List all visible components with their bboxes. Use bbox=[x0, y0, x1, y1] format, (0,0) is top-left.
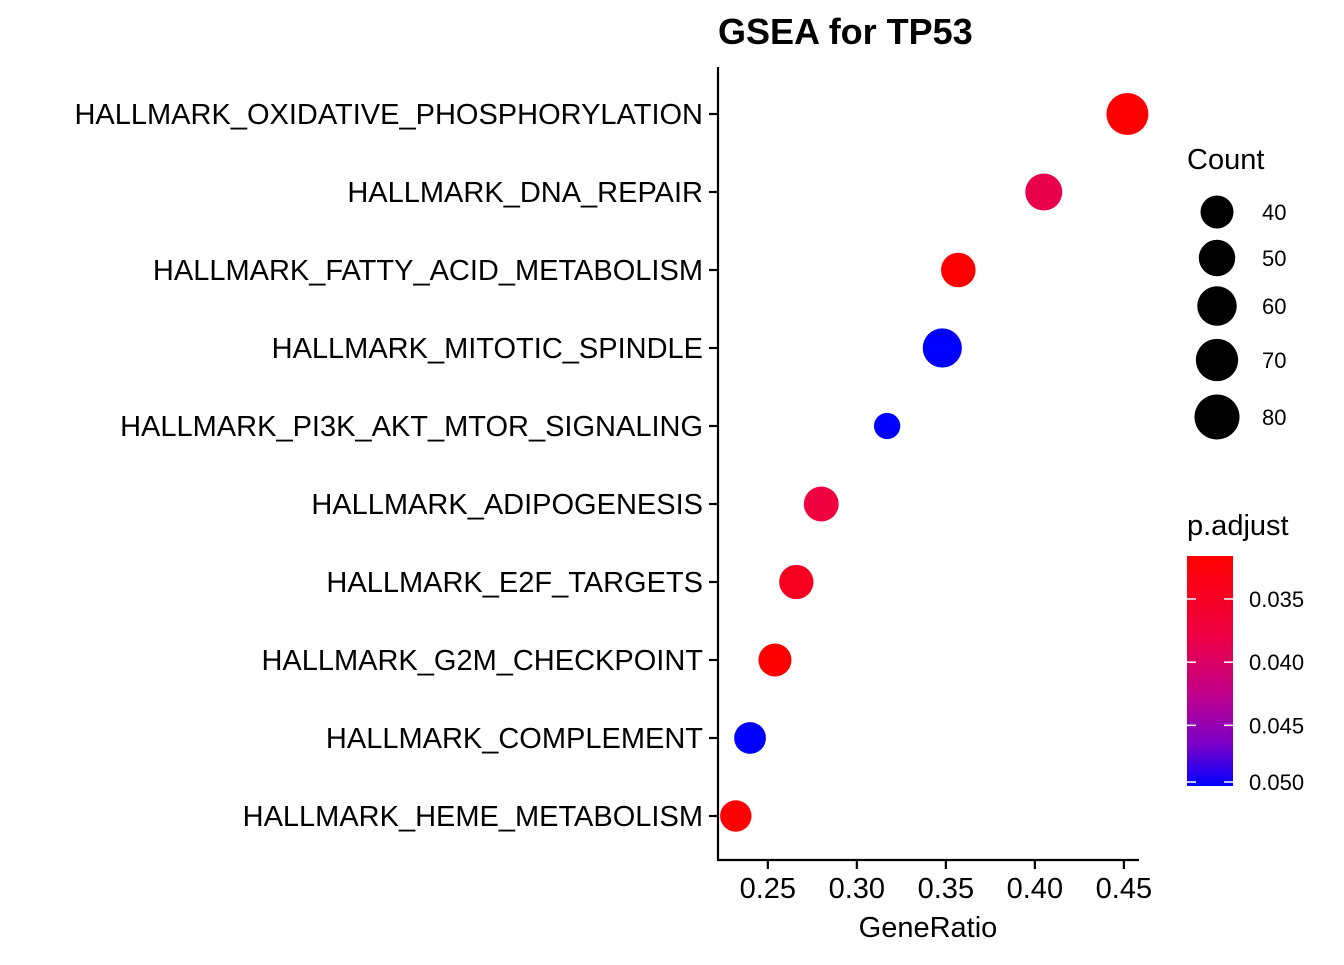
count-legend-label: 40 bbox=[1262, 200, 1286, 225]
x-axis: 0.25 0.30 0.35 0.40 0.45 bbox=[740, 860, 1152, 905]
y-tick-label: HALLMARK_OXIDATIVE_PHOSPHORYLATION bbox=[74, 99, 703, 131]
data-point bbox=[779, 564, 814, 600]
chart-title: GSEA for TP53 bbox=[718, 11, 973, 52]
y-tick-label: HALLMARK_PI3K_AKT_MTOR_SIGNALING bbox=[120, 411, 703, 443]
y-tick-label: HALLMARK_E2F_TARGETS bbox=[326, 567, 703, 599]
x-tick-label: 0.35 bbox=[918, 873, 974, 905]
x-tick-label: 0.40 bbox=[1007, 873, 1063, 905]
x-tick-label: 0.45 bbox=[1096, 873, 1152, 905]
data-point bbox=[1106, 92, 1149, 136]
p-adjust-legend-label: 0.050 bbox=[1249, 770, 1304, 795]
count-legend-label: 60 bbox=[1262, 294, 1286, 319]
y-tick-label: HALLMARK_ADIPOGENESIS bbox=[311, 489, 703, 521]
data-points bbox=[720, 92, 1149, 832]
x-tick-label: 0.30 bbox=[829, 873, 885, 905]
y-tick-label: HALLMARK_G2M_CHECKPOINT bbox=[261, 645, 703, 677]
data-point bbox=[720, 800, 752, 832]
p-adjust-legend-title: p.adjust bbox=[1187, 510, 1289, 542]
count-legend-swatch bbox=[1198, 239, 1236, 277]
data-point bbox=[922, 328, 962, 368]
count-legend-swatch bbox=[1194, 394, 1240, 440]
y-tick-label: HALLMARK_MITOTIC_SPINDLE bbox=[272, 333, 703, 365]
count-legend: Count 40 50 60 70 80 bbox=[1187, 144, 1286, 440]
data-point bbox=[803, 486, 839, 522]
count-legend-label: 50 bbox=[1262, 246, 1286, 271]
p-adjust-colorbar bbox=[1187, 556, 1233, 786]
y-tick-label: HALLMARK_COMPLEMENT bbox=[326, 723, 703, 755]
count-legend-title: Count bbox=[1187, 144, 1264, 176]
count-legend-items: 40 50 60 70 80 bbox=[1194, 195, 1286, 440]
count-legend-swatch bbox=[1195, 338, 1239, 382]
plot-area: HALLMARK_OXIDATIVE_PHOSPHORYLATION HALLMA… bbox=[74, 67, 1152, 905]
y-axis: HALLMARK_OXIDATIVE_PHOSPHORYLATION HALLMA… bbox=[74, 99, 718, 833]
y-tick-label: HALLMARK_HEME_METABOLISM bbox=[243, 801, 703, 833]
count-legend-label: 70 bbox=[1262, 348, 1286, 373]
data-point bbox=[734, 722, 766, 754]
data-point bbox=[873, 412, 901, 440]
count-legend-label: 80 bbox=[1262, 405, 1286, 430]
p-adjust-legend-ticks: 0.035 0.040 0.045 0.050 bbox=[1187, 587, 1304, 795]
count-legend-swatch bbox=[1197, 286, 1237, 326]
p-adjust-legend-label: 0.040 bbox=[1249, 650, 1304, 675]
y-tick-label: HALLMARK_DNA_REPAIR bbox=[347, 177, 703, 209]
p-adjust-legend-label: 0.035 bbox=[1249, 587, 1304, 612]
x-axis-title: GeneRatio bbox=[859, 912, 998, 944]
data-point bbox=[758, 643, 792, 677]
p-adjust-legend: p.adjust 0.035 0.040 0.045 0.050 bbox=[1187, 510, 1304, 795]
y-tick-label: HALLMARK_FATTY_ACID_METABOLISM bbox=[153, 255, 703, 287]
x-tick-label: 0.25 bbox=[740, 873, 796, 905]
data-point bbox=[941, 252, 976, 288]
data-point bbox=[1025, 173, 1063, 211]
p-adjust-legend-label: 0.045 bbox=[1249, 713, 1304, 738]
count-legend-swatch bbox=[1200, 195, 1234, 229]
